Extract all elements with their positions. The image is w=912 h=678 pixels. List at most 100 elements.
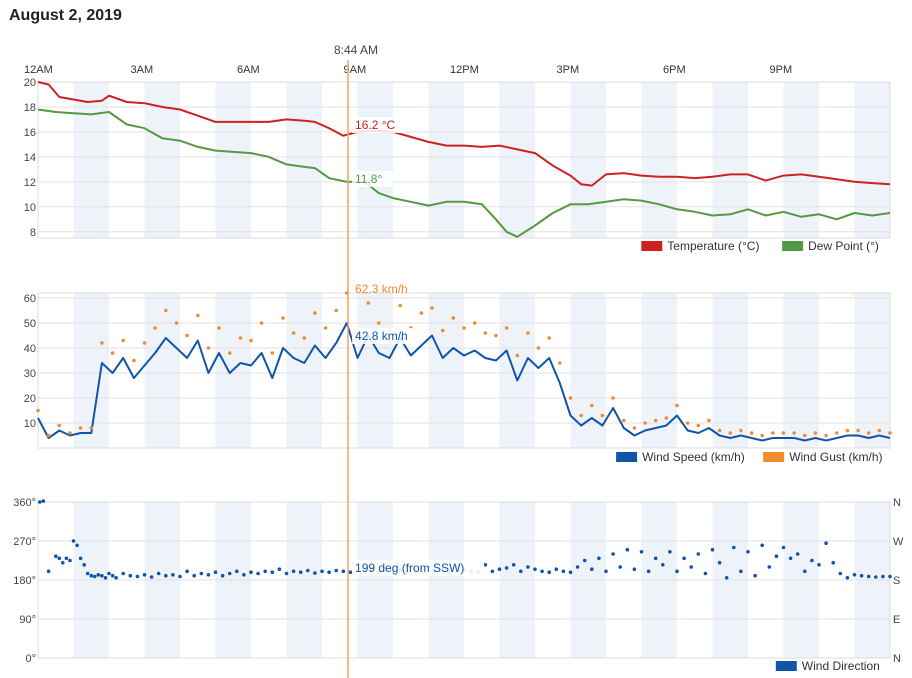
point-2-0-108 bbox=[739, 569, 743, 574]
point-2-0-101 bbox=[689, 565, 693, 569]
point-2-0-26 bbox=[156, 571, 161, 576]
y-tick-label-2-3: 270° bbox=[13, 536, 36, 548]
point-1-1-65 bbox=[728, 431, 733, 435]
y-tick-label-1-1: 20 bbox=[24, 393, 36, 405]
point-2-0-81 bbox=[547, 570, 551, 574]
point-2-0-0 bbox=[38, 500, 42, 504]
point-2-0-30 bbox=[185, 569, 189, 574]
point-2-0-25 bbox=[149, 575, 154, 579]
point-1-1-77 bbox=[856, 428, 860, 433]
point-2-0-21 bbox=[121, 571, 125, 576]
point-1-1-44 bbox=[504, 326, 509, 330]
point-2-0-109 bbox=[746, 550, 750, 554]
point-2-0-90 bbox=[611, 552, 615, 556]
y-axis-ticks: 8 10 12 14 16 18 20 10 20 30 40 50 60 0° N 90° E 180° S 270… bbox=[13, 77, 904, 665]
point-2-0-4 bbox=[57, 556, 62, 561]
series-line-dew-point- bbox=[37, 108, 891, 238]
point-1-1-78 bbox=[866, 431, 871, 435]
point-2-0-52 bbox=[341, 569, 346, 574]
point-1-1-67 bbox=[749, 431, 754, 435]
point-1-1-22 bbox=[270, 351, 275, 355]
point-2-0-95 bbox=[646, 569, 651, 574]
x-tick-label-7: 9PM bbox=[770, 64, 793, 76]
point-1-1-9 bbox=[132, 358, 136, 363]
point-2-0-49 bbox=[320, 569, 324, 574]
point-2-0-48 bbox=[313, 571, 317, 575]
point-1-1-31 bbox=[366, 301, 371, 305]
panel-frames bbox=[37, 81, 891, 659]
point-2-0-112 bbox=[767, 565, 772, 569]
hour-band-1-17 bbox=[641, 293, 677, 448]
point-2-0-120 bbox=[824, 541, 828, 545]
point-2-0-118 bbox=[810, 558, 814, 563]
point-2-0-19 bbox=[110, 573, 115, 578]
point-2-0-72 bbox=[483, 563, 488, 567]
panel-frame-2 bbox=[37, 501, 891, 659]
point-2-0-122 bbox=[838, 571, 843, 576]
point-1-1-39 bbox=[451, 316, 456, 320]
hour-band-1-3 bbox=[144, 293, 180, 448]
point-2-0-88 bbox=[597, 556, 601, 561]
point-1-1-52 bbox=[590, 403, 594, 408]
point-2-0-11 bbox=[82, 563, 86, 567]
point-2-0-127 bbox=[874, 575, 878, 579]
cursor-layer[interactable]: 8:44 AM 16.2 °C 11.8° 62.3 km/h 42.8 km/… bbox=[334, 43, 485, 678]
point-1-1-23 bbox=[281, 316, 285, 320]
legend-label-1-0: Wind Gust (km/h) bbox=[789, 450, 882, 464]
point-2-0-82 bbox=[554, 567, 559, 571]
point-2-0-37 bbox=[235, 569, 239, 574]
y-tick-label-2-1: 90° bbox=[19, 614, 36, 626]
x-tick-label-0: 12AM bbox=[24, 64, 53, 76]
point-2-0-8 bbox=[71, 539, 76, 543]
point-1-1-28 bbox=[334, 308, 339, 313]
point-1-1-38 bbox=[440, 328, 445, 333]
x-tick-label-6: 6PM bbox=[663, 64, 686, 76]
point-2-0-99 bbox=[675, 569, 679, 574]
point-2-0-13 bbox=[89, 573, 94, 578]
point-2-0-43 bbox=[277, 567, 282, 571]
y-right-label-3: W bbox=[893, 536, 904, 548]
y-tick-label-0-6: 20 bbox=[24, 77, 36, 89]
y-right-label-1: E bbox=[893, 614, 900, 626]
y-tick-label-2-0: 0° bbox=[25, 653, 36, 665]
point-2-0-124 bbox=[852, 573, 857, 577]
point-2-0-107 bbox=[732, 545, 736, 550]
point-2-0-125 bbox=[859, 573, 864, 578]
point-1-1-24 bbox=[291, 331, 296, 335]
point-2-0-10 bbox=[78, 556, 83, 561]
y-tick-label-2-4: 360° bbox=[13, 497, 36, 509]
point-1-1-57 bbox=[643, 421, 647, 425]
point-2-0-5 bbox=[61, 560, 65, 565]
y-right-label-4: N bbox=[893, 497, 901, 509]
wind-gust-readout: 62.3 km/h bbox=[355, 282, 408, 296]
point-1-1-26 bbox=[313, 311, 317, 315]
point-2-0-12 bbox=[85, 571, 90, 576]
temperature-readout: 16.2 °C bbox=[355, 118, 395, 132]
point-2-0-96 bbox=[653, 556, 658, 561]
point-2-0-92 bbox=[625, 547, 630, 552]
y-right-label-2: S bbox=[893, 575, 900, 587]
direction-readout: 199 deg (from SSW) bbox=[355, 561, 464, 575]
point-2-0-14 bbox=[93, 574, 97, 579]
point-1-1-10 bbox=[142, 341, 147, 345]
point-2-0-15 bbox=[96, 573, 101, 577]
hour-band-0-15 bbox=[570, 82, 606, 238]
point-2-0-33 bbox=[206, 573, 211, 577]
x-axis-ticks: 12AM 3AM 6AM 9AM 12PM 3PM 6PM 9PM bbox=[24, 64, 792, 76]
point-1-1-61 bbox=[685, 421, 690, 425]
point-1-1-55 bbox=[622, 418, 626, 423]
hour-band-0-11 bbox=[428, 82, 464, 238]
point-1-1-69 bbox=[771, 431, 775, 435]
hour-band-1-19 bbox=[712, 293, 748, 448]
wind-speed-readout-bg bbox=[352, 328, 422, 344]
point-1-1-64 bbox=[717, 428, 722, 433]
point-2-0-126 bbox=[866, 574, 871, 579]
hour-band-1-9 bbox=[357, 293, 393, 448]
legend-label-0-1: Temperature (°C) bbox=[667, 239, 759, 253]
point-2-0-115 bbox=[788, 556, 793, 561]
point-2-0-51 bbox=[334, 568, 339, 573]
series-line-wind-speed-km-h- bbox=[37, 322, 891, 442]
point-2-0-47 bbox=[306, 568, 310, 573]
point-2-0-7 bbox=[68, 558, 72, 563]
hour-band-1-1 bbox=[73, 293, 109, 448]
